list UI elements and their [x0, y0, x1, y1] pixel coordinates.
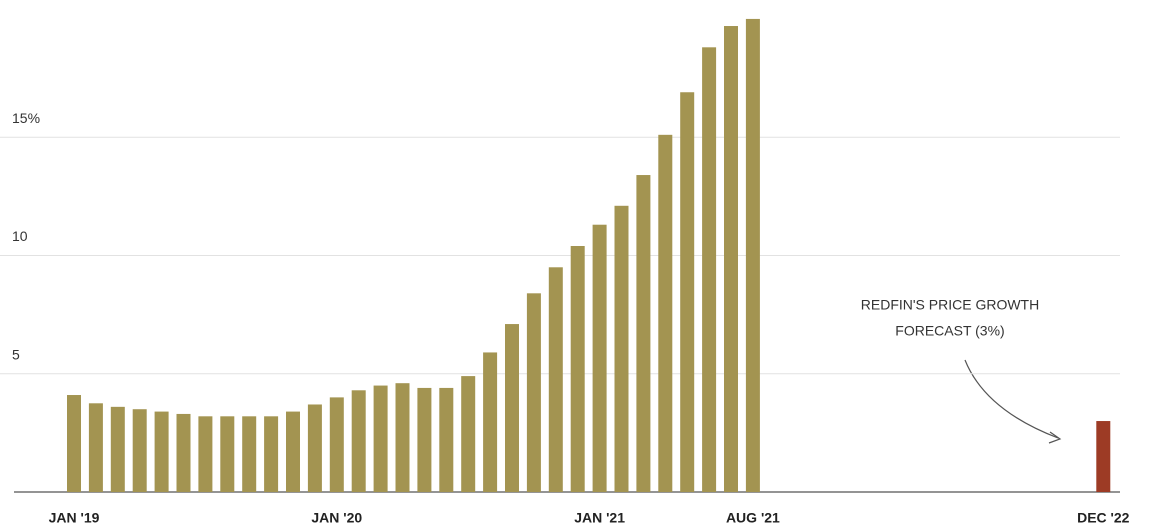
- bar: [745, 18, 760, 493]
- x-tick-label: DEC '22: [1077, 510, 1130, 526]
- annotation-arrowhead: [1048, 431, 1062, 444]
- y-tick-label: 15%: [12, 110, 40, 126]
- bar: [636, 175, 651, 493]
- bar: [1096, 421, 1111, 492]
- bar: [220, 416, 235, 492]
- x-tick-label: JAN '19: [49, 510, 100, 526]
- bar: [702, 47, 717, 493]
- bar: [351, 390, 366, 492]
- bar: [592, 224, 607, 492]
- bar: [680, 92, 695, 492]
- y-tick-label: 10: [12, 228, 28, 244]
- bar: [132, 409, 147, 492]
- bar: [548, 267, 563, 492]
- bar: [154, 411, 169, 492]
- bar: [67, 395, 81, 492]
- bar: [526, 293, 541, 492]
- bar: [110, 406, 125, 492]
- bar: [724, 26, 738, 493]
- bar: [286, 411, 300, 492]
- bar: [329, 397, 344, 492]
- bar: [88, 403, 103, 492]
- bar: [373, 385, 388, 492]
- annotation: FORECAST (3%): [895, 323, 1004, 339]
- bar: [505, 324, 519, 492]
- bar: [461, 376, 476, 492]
- bar: [198, 416, 213, 492]
- y-tick-label: 5: [12, 346, 20, 362]
- bar: [264, 416, 279, 492]
- bar: [242, 416, 257, 492]
- bar: [395, 383, 410, 492]
- bar: [483, 352, 498, 492]
- x-tick-label: JAN '20: [311, 510, 362, 526]
- bar: [439, 387, 454, 492]
- annotation: REDFIN'S PRICE GROWTH: [861, 297, 1039, 313]
- bar: [570, 246, 585, 492]
- x-tick-label: AUG '21: [726, 510, 780, 526]
- bar: [658, 134, 673, 493]
- bar: [307, 404, 322, 492]
- bar: [614, 205, 629, 493]
- x-tick-label: JAN '21: [574, 510, 625, 526]
- bar: [417, 387, 432, 492]
- bar: [176, 413, 191, 492]
- annotation-arrow: [964, 359, 1059, 439]
